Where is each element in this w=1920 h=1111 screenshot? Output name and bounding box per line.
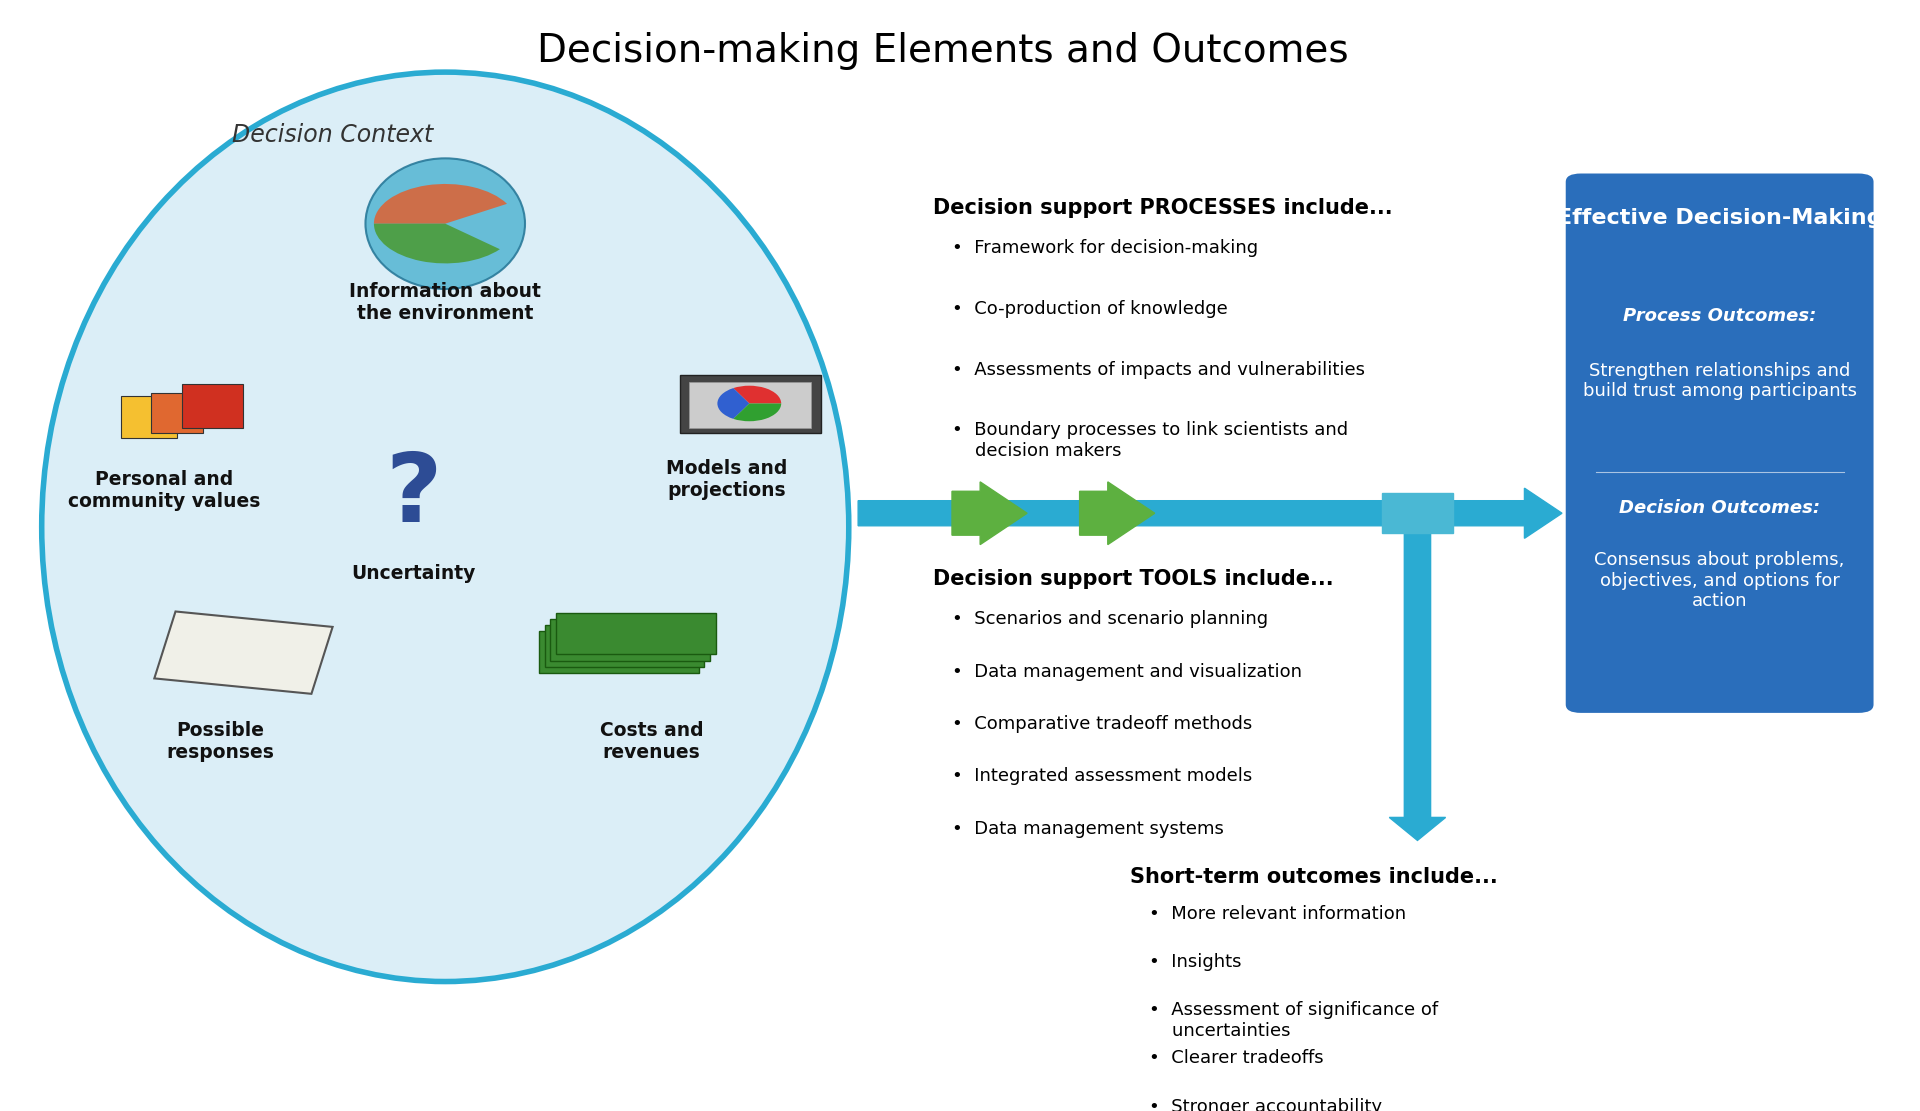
Text: •  Insights: • Insights [1148,953,1242,971]
FancyBboxPatch shape [1382,493,1453,533]
FancyBboxPatch shape [1565,173,1874,713]
Text: Models and
projections: Models and projections [666,459,787,500]
Wedge shape [733,403,781,421]
Text: Uncertainty: Uncertainty [351,564,476,583]
Bar [689,381,812,428]
Text: •  Assessments of impacts and vulnerabilities: • Assessments of impacts and vulnerabili… [952,361,1365,379]
Wedge shape [733,386,781,403]
Text: Information about
the environment: Information about the environment [349,281,541,322]
Text: •  Scenarios and scenario planning: • Scenarios and scenario planning [952,610,1267,629]
Wedge shape [718,388,749,419]
Text: •  Framework for decision-making: • Framework for decision-making [952,239,1258,258]
Bar [551,619,710,661]
Text: •  Data management and visualization: • Data management and visualization [952,663,1302,681]
Text: •  Integrated assessment models: • Integrated assessment models [952,768,1252,785]
Text: •  Boundary processes to link scientists and
    decision makers: • Boundary processes to link scientists … [952,421,1348,460]
Text: •  Co-production of knowledge: • Co-production of knowledge [952,300,1227,318]
Ellipse shape [42,72,849,981]
Bar [680,376,820,433]
Text: Decision Outcomes:: Decision Outcomes: [1619,499,1820,517]
Bar [182,383,242,428]
Bar [540,631,699,673]
Bar [154,611,332,694]
Wedge shape [374,223,499,263]
Bar [150,393,204,433]
Text: •  More relevant information: • More relevant information [1148,905,1405,923]
Text: •  Data management systems: • Data management systems [952,820,1223,838]
FancyArrow shape [1079,482,1154,544]
Text: Decision-making Elements and Outcomes: Decision-making Elements and Outcomes [538,32,1348,70]
Ellipse shape [365,159,524,289]
Text: •  Clearer tradeoffs: • Clearer tradeoffs [1148,1050,1323,1068]
Bar [545,625,705,667]
Text: Decision Context: Decision Context [232,123,434,147]
Text: Consensus about problems,
objectives, and options for
action: Consensus about problems, objectives, an… [1594,551,1845,610]
Text: Decision support PROCESSES include...: Decision support PROCESSES include... [933,198,1392,218]
Text: •  Assessment of significance of
    uncertainties: • Assessment of significance of uncertai… [1148,1001,1438,1040]
Bar [121,397,177,438]
Text: Possible
responses: Possible responses [165,721,275,762]
Text: Process Outcomes:: Process Outcomes: [1622,308,1816,326]
Wedge shape [374,184,507,223]
Text: Costs and
revenues: Costs and revenues [599,721,703,762]
Text: Strengthen relationships and
build trust among participants: Strengthen relationships and build trust… [1582,362,1857,400]
Text: Decision support TOOLS include...: Decision support TOOLS include... [933,569,1334,589]
Text: Personal and
community values: Personal and community values [67,470,259,511]
Text: ?: ? [386,449,442,542]
Text: •  Stronger accountability: • Stronger accountability [1148,1098,1382,1111]
Text: Effective Decision-Making: Effective Decision-Making [1557,208,1882,228]
FancyArrow shape [1390,533,1446,840]
Text: •  Comparative tradeoff methods: • Comparative tradeoff methods [952,715,1252,733]
Bar [557,612,716,654]
FancyArrow shape [858,488,1563,539]
Text: Short-term outcomes include...: Short-term outcomes include... [1131,867,1498,887]
FancyArrow shape [952,482,1027,544]
